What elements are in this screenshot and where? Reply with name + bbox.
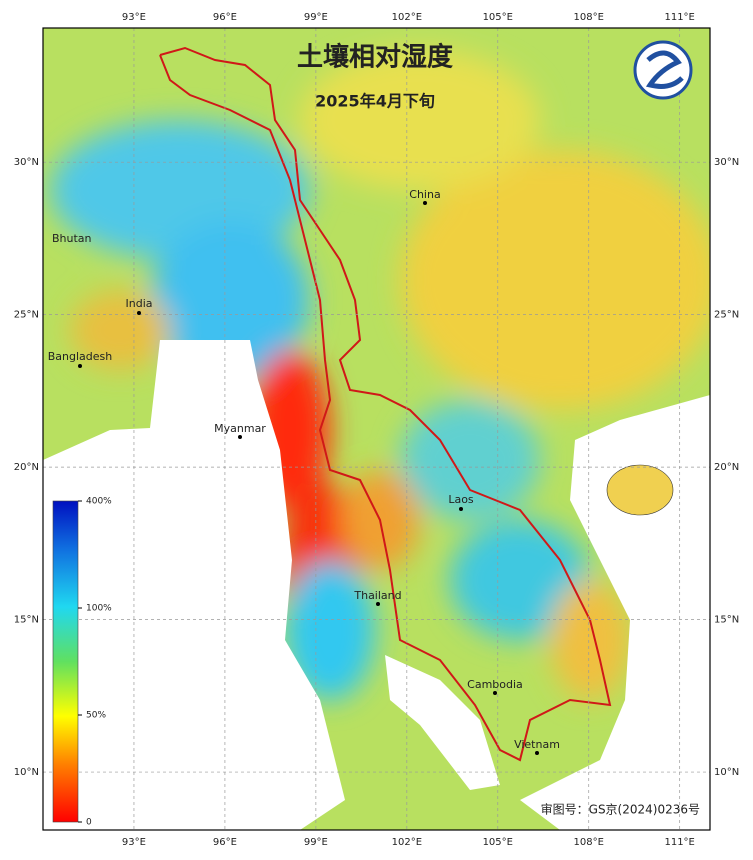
lon-label: 102°E: [392, 12, 422, 23]
lat-label: 10°N: [714, 767, 739, 778]
lat-label: 10°N: [14, 767, 39, 778]
map-subtitle: 2025年4月下旬: [315, 92, 435, 111]
place-label: Laos: [448, 493, 474, 506]
graticule: 93°E 93°E 96°E 96°E 99°E 99°E 102°E 102°E 105°E 1…: [14, 12, 739, 848]
place-label: India: [126, 297, 153, 310]
place-label: Bhutan: [52, 232, 92, 245]
lat-label: 20°N: [14, 462, 39, 473]
moisture-field: [43, 28, 710, 830]
lat-label: 15°N: [14, 615, 39, 626]
lon-label: 99°E: [304, 12, 328, 23]
lon-label: 111°E: [664, 837, 694, 848]
map-frame: [42, 27, 711, 831]
lat-label: 20°N: [714, 462, 739, 473]
place-label: China: [409, 188, 440, 201]
place-label: Cambodia: [467, 678, 523, 691]
lon-label: 96°E: [213, 12, 237, 23]
map-title: 土壤相对湿度: [297, 42, 453, 73]
lat-label: 30°N: [714, 157, 739, 168]
place-label: Vietnam: [514, 738, 560, 751]
place-label: Bangladesh: [48, 350, 113, 363]
colorbar: [52, 500, 79, 823]
lat-label: 15°N: [714, 615, 739, 626]
approval-number: 审图号：GS京(2024)0236号: [541, 802, 700, 817]
lat-label: 25°N: [14, 310, 39, 321]
lon-label: 105°E: [483, 837, 513, 848]
place-label: Myanmar: [214, 422, 266, 435]
lon-label: 99°E: [304, 837, 328, 848]
colorbar-label: 50%: [86, 711, 106, 721]
place-labels: China Bhutan India Bangladesh Myanmar La…: [48, 188, 560, 755]
lon-label: 108°E: [574, 12, 604, 23]
place-label: Thailand: [353, 589, 401, 602]
lon-label: 102°E: [392, 837, 422, 848]
colorbar-label: 100%: [86, 604, 112, 614]
colorbar-label: 400%: [86, 497, 112, 507]
lon-label: 93°E: [122, 837, 146, 848]
lon-label: 93°E: [122, 12, 146, 23]
lat-label: 30°N: [14, 157, 39, 168]
colorbar-ticks: 0 50% 100% 400%: [78, 497, 112, 828]
lon-label: 96°E: [213, 837, 237, 848]
logo: [633, 40, 693, 100]
lon-label: 111°E: [664, 12, 694, 23]
lon-label: 105°E: [483, 12, 513, 23]
lat-label: 25°N: [714, 310, 739, 321]
colorbar-label: 0: [86, 818, 92, 828]
lon-label: 108°E: [574, 837, 604, 848]
